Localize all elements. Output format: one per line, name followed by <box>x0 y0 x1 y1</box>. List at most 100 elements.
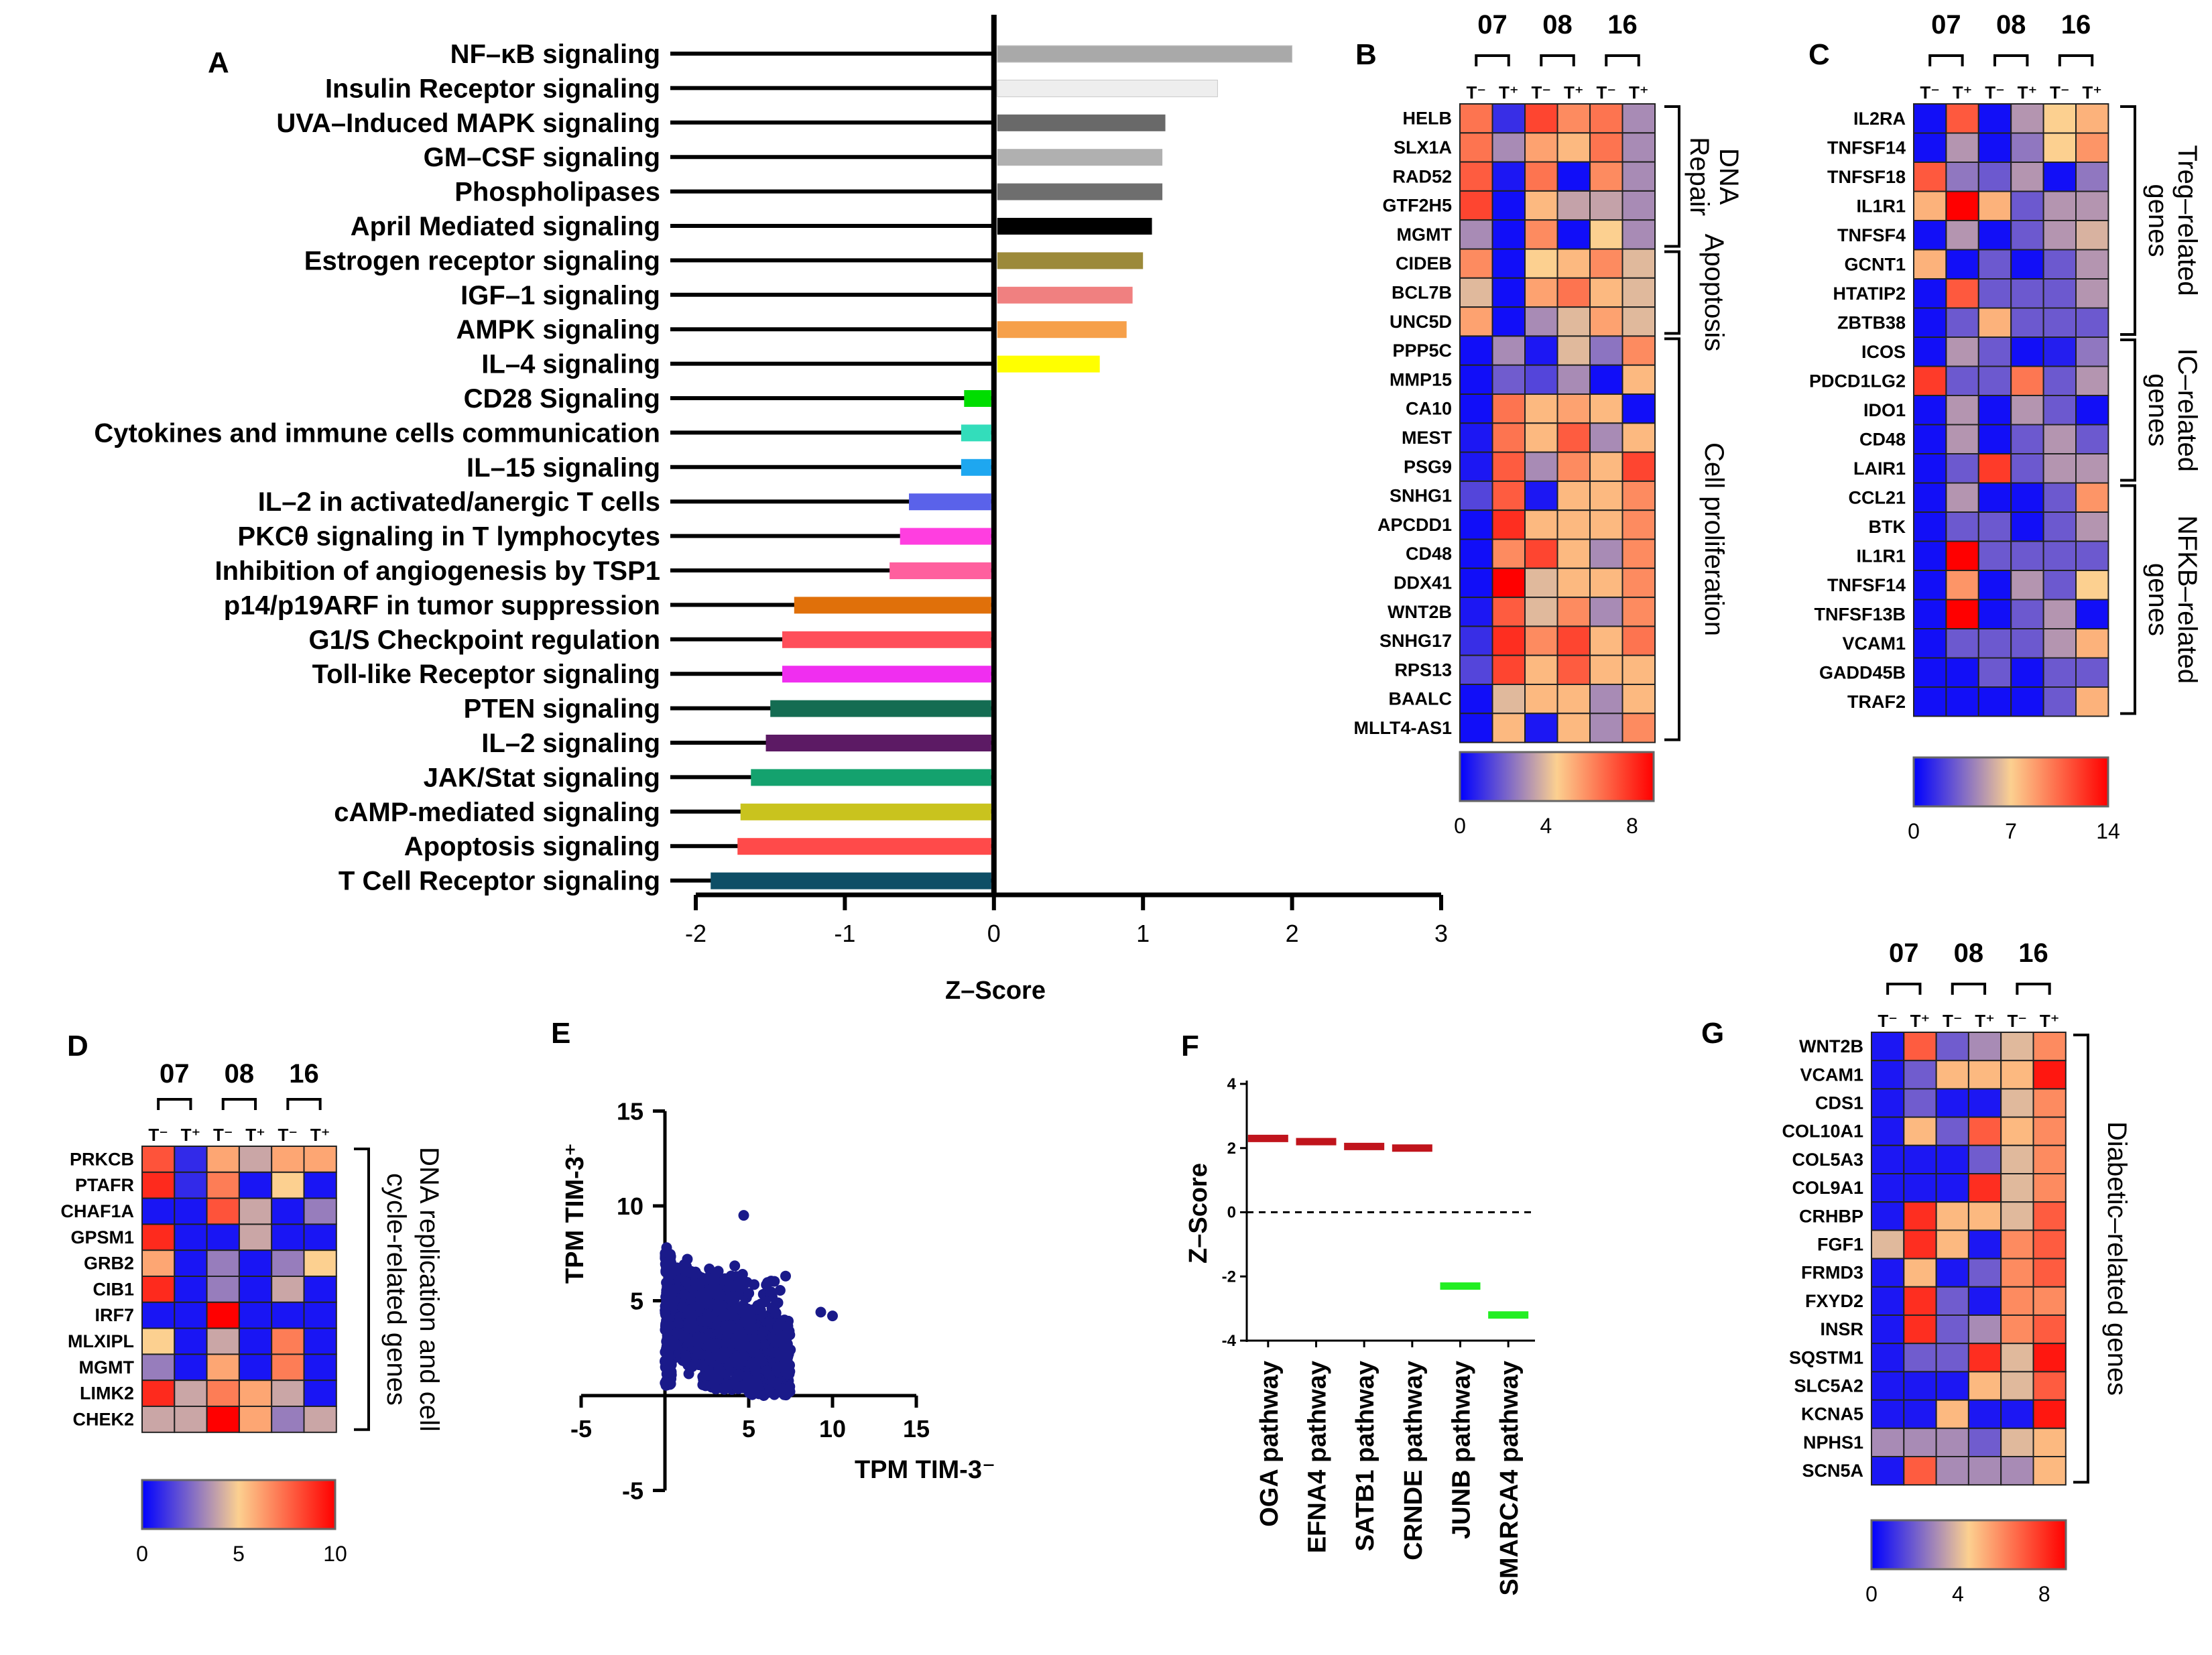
heatmap-cell <box>1459 654 1493 686</box>
e-point <box>660 1356 671 1367</box>
gene-label: LIMK2 <box>80 1384 134 1404</box>
heatmap-cell <box>2075 599 2109 629</box>
a-x-tick-label: 1 <box>1136 920 1150 947</box>
heatmap-cell <box>2075 540 2109 571</box>
heatmap-cell <box>1903 1060 1937 1090</box>
gene-label: LAIR1 <box>1853 458 1906 479</box>
gene-label: CRHBP <box>1799 1206 1863 1226</box>
g-bracket <box>2073 1034 2089 1484</box>
group-bracket <box>2058 54 2094 66</box>
group-bracket <box>157 1098 192 1110</box>
column-label: T⁻ <box>1466 82 1486 103</box>
heatmap-cell <box>1556 277 1591 308</box>
heatmap-cell <box>1935 1399 1969 1429</box>
heatmap-cell <box>1589 451 1623 482</box>
e-point <box>747 1389 758 1400</box>
e-point <box>669 1339 680 1351</box>
heatmap-cell <box>238 1197 273 1225</box>
group-label: 07 <box>1477 10 1508 40</box>
e-point <box>757 1355 768 1367</box>
heatmap-cell <box>1589 625 1623 656</box>
colorbar-tick-label: 0 <box>1454 814 1466 838</box>
a-bar <box>997 355 1100 373</box>
heatmap-cell <box>2000 1399 2034 1429</box>
heatmap-cell <box>1977 365 2012 396</box>
e-x-tick-label: -5 <box>570 1415 592 1443</box>
group-bracket <box>1475 54 1510 66</box>
heatmap-cell <box>1524 509 1558 540</box>
heatmap-cell <box>206 1197 240 1225</box>
heatmap-cell <box>2010 395 2044 426</box>
gene-label: GADD45B <box>1819 662 1906 682</box>
heatmap-cell <box>1524 364 1558 395</box>
group-label: 16 <box>2061 10 2091 40</box>
heatmap-cell <box>1589 335 1623 366</box>
e-point <box>665 1251 676 1262</box>
heatmap-cell <box>1459 364 1493 395</box>
a-category-label: p14/p19ARF in tumor suppression <box>224 591 660 620</box>
heatmap-cell <box>206 1353 240 1382</box>
a-x-tick-label: -2 <box>685 920 706 947</box>
gene-label: GCNT1 <box>1844 254 1906 274</box>
a-x-tick-label: -1 <box>834 920 855 947</box>
heatmap-cell <box>271 1353 305 1382</box>
heatmap-cell <box>238 1223 273 1251</box>
e-point <box>721 1381 732 1392</box>
gene-label: GPSM1 <box>70 1227 134 1247</box>
heatmap-cell <box>271 1171 305 1199</box>
heatmap-cell <box>2042 103 2077 134</box>
heatmap-cell <box>2000 1258 2034 1288</box>
heatmap-cell <box>2075 307 2109 338</box>
a-bar <box>900 528 991 545</box>
heatmap-cell <box>141 1327 176 1355</box>
a-x-tick-label: 0 <box>987 920 1001 947</box>
heatmap-cell <box>2075 162 2109 192</box>
heatmap-cell <box>1913 482 1947 513</box>
heatmap-cell <box>1935 1116 1969 1146</box>
a-category-label: Inhibition of angiogenesis by TSP1 <box>215 556 661 586</box>
heatmap-cell <box>2032 1032 2067 1062</box>
heatmap-cell <box>1621 248 1656 279</box>
heatmap-cell <box>1967 1229 2002 1260</box>
heatmap-cell <box>1621 480 1656 511</box>
heatmap-cell <box>2042 657 2077 688</box>
a-bar <box>740 803 991 820</box>
heatmap-cell <box>1621 277 1656 308</box>
heatmap-cell <box>1491 451 1526 482</box>
f-y-tick-label: -2 <box>1222 1268 1236 1286</box>
a-bar <box>765 735 991 751</box>
heatmap-cell <box>1945 278 1979 309</box>
heatmap-cell <box>1967 1427 2002 1458</box>
heatmap-cell <box>1589 713 1623 743</box>
heatmap-cell <box>1935 1258 1969 1288</box>
group-label: 08 <box>1996 10 2026 40</box>
heatmap-cell <box>1913 249 1947 280</box>
a-category-label: UVA–Induced MAPK signaling <box>276 109 660 138</box>
heatmap-cell <box>1524 335 1558 366</box>
heatmap-cell <box>1589 364 1623 395</box>
heatmap-cell <box>1967 1286 2002 1316</box>
gene-label: IL2RA <box>1853 109 1906 129</box>
gene-label: COL10A1 <box>1782 1121 1863 1142</box>
heatmap-cell <box>141 1197 176 1225</box>
heatmap-cell <box>303 1146 337 1173</box>
heatmap-cell <box>2010 278 2044 309</box>
heatmap-cell <box>1977 103 2012 134</box>
heatmap-cell <box>2075 424 2109 454</box>
colorbar-tick-label: 4 <box>1540 814 1552 838</box>
heatmap-cell <box>1945 657 1979 688</box>
heatmap-cell <box>1945 190 1979 221</box>
heatmap-cell <box>1556 597 1591 627</box>
heatmap-cell <box>206 1276 240 1303</box>
heatmap-cell <box>1903 1286 1937 1316</box>
e-point <box>738 1210 749 1221</box>
f-category-label: OGA pathway <box>1255 1361 1284 1527</box>
gene-label: MEST <box>1402 428 1453 448</box>
heatmap-cell <box>1589 190 1623 221</box>
heatmap-cell <box>2000 1144 2034 1175</box>
heatmap-cell <box>2010 628 2044 659</box>
group-label: 16 <box>1607 10 1638 40</box>
heatmap-cell <box>1589 103 1623 134</box>
a-bar <box>751 769 991 786</box>
heatmap-cell <box>2000 1229 2034 1260</box>
